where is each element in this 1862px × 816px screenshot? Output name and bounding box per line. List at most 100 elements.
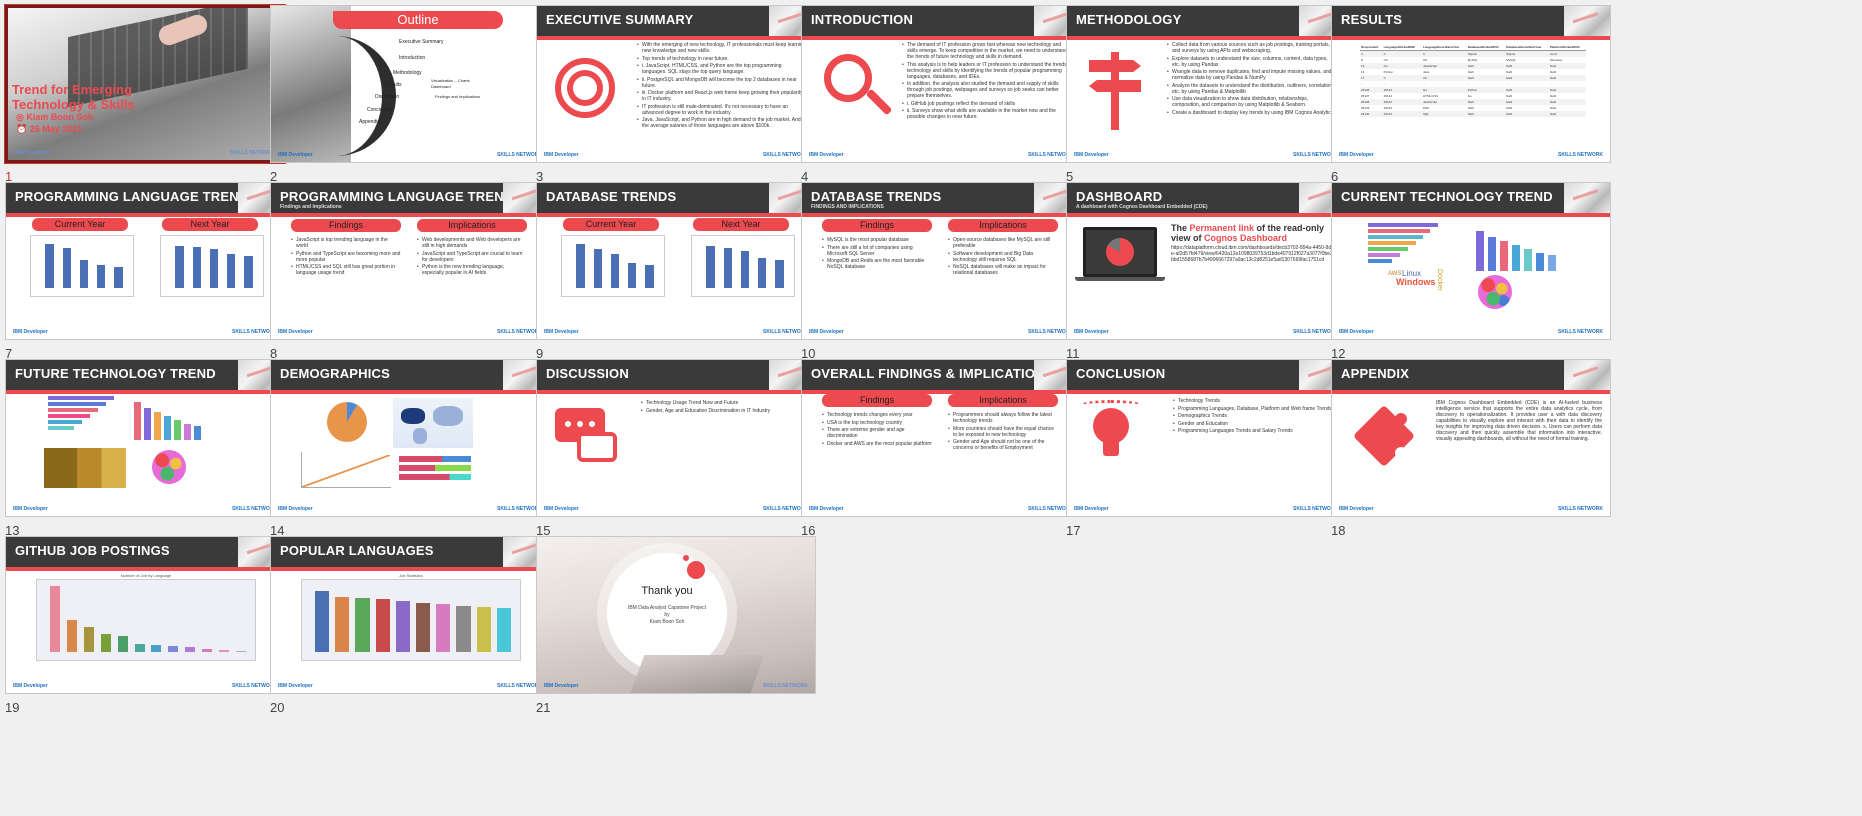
slide-thumbnail-12[interactable]: CURRENT TECHNOLOGY TREND Windows	[1331, 182, 1611, 382]
chart-bar	[496, 607, 511, 652]
slide-dashboard: DASHBOARD A dashboard with Cognos Dashboa…	[1066, 182, 1346, 340]
red-dot-large	[687, 561, 705, 579]
current-year-chart	[30, 235, 134, 297]
slide-database-findings: DATABASE TRENDS FINDINGS AND IMPLICATIONS…	[801, 182, 1081, 340]
dashboard-url-link[interactable]: https://dataplatform.cloud.ibm.com/dashb…	[1171, 245, 1334, 263]
slide-thumbnail-7[interactable]: PROGRAMMING LANGUAGE TRENDS Current Year…	[5, 182, 285, 382]
chart-bar	[416, 603, 431, 652]
table-cell: ...	[1506, 82, 1509, 86]
table-cell: 25142	[1383, 100, 1392, 104]
chart-bar	[218, 650, 229, 652]
thank-you-line-2: by	[664, 612, 670, 618]
skills-logo-text: SKILLS NETWORK	[232, 683, 277, 689]
table-cell: C	[1423, 52, 1426, 56]
next-year-pill: Next Year	[162, 218, 258, 231]
slide-thumbnail-20[interactable]: POPULAR LANGUAGES Job Statistics IBM Dev…	[270, 536, 550, 736]
slide-thumbnail-10[interactable]: DATABASE TRENDS FINDINGS AND IMPLICATIONS…	[801, 182, 1081, 382]
slide-database-trends: DATABASE TRENDS Current Year Next Year I…	[536, 182, 816, 340]
discussion-bullets: Technology Usage Trend Now and FutureGen…	[641, 400, 801, 415]
table-cell: HTML/CSS	[1423, 94, 1439, 98]
slide-overall-findings: OVERALL FINDINGS & IMPLICATIONS Findings…	[801, 359, 1081, 517]
slide-thumbnail-3[interactable]: EXECUTIVE SUMMARY With the emerging of n…	[536, 5, 816, 205]
slide-thumbnail-11[interactable]: DASHBOARD A dashboard with Cognos Dashboa…	[1066, 182, 1346, 382]
thank-you-title: Thank you	[641, 585, 693, 597]
chart-bar	[201, 649, 212, 652]
slide-thumbnail-8[interactable]: PROGRAMMING LANGUAGE TRENDS Findings and …	[270, 182, 550, 382]
chat-bubble-back	[577, 432, 617, 462]
table-cell: NaN	[1506, 88, 1513, 92]
chart-bar	[79, 260, 89, 288]
table-cell: C	[1383, 76, 1386, 80]
slide-popular-languages: POPULAR LANGUAGES Job Statistics IBM Dev…	[270, 536, 550, 694]
slide-number: 16	[801, 523, 816, 538]
slide-number: 11	[1066, 346, 1080, 361]
ibm-logo-text: IBM Developer	[1074, 506, 1109, 512]
chart-bar	[355, 597, 370, 652]
table-row: 25136 25142 Go Python NaN NaN	[1360, 87, 1586, 93]
table-cell: NaN	[1506, 64, 1513, 68]
slide-header: GITHUB JOB POSTINGS	[6, 537, 284, 567]
red-dot-small	[683, 555, 689, 561]
ibm-logo-text: IBM Developer	[1339, 152, 1374, 158]
thank-you-circle	[607, 553, 727, 673]
skills-logo-text: SKILLS NETWORK	[232, 506, 277, 512]
bubble-chart	[1478, 275, 1512, 309]
slide-number: 10	[801, 346, 816, 361]
signpost-arrow-left	[1089, 80, 1141, 92]
table-cell: JavaScript	[1423, 64, 1438, 68]
slide-github-job-postings: GITHUB JOB POSTINGS Number of Job by Lan…	[5, 536, 285, 694]
slide-discussion: DISCUSSION Technology Usage Trend Now an…	[536, 359, 816, 517]
chart-bar	[456, 605, 471, 652]
table-cell: ...	[1361, 82, 1364, 86]
slide-thumbnail-13[interactable]: FUTURE TECHNOLOGY TREND IBM	[5, 359, 285, 559]
slide-thumbnail-1[interactable]: Trend for Emerging Technology & Skills ◎…	[4, 4, 286, 205]
laptop-base	[1075, 277, 1165, 281]
table-cell: NaN	[1506, 112, 1513, 116]
slide-number: 20	[270, 700, 285, 715]
slide-thumbnail-16[interactable]: OVERALL FINDINGS & IMPLICATIONS Findings…	[801, 359, 1081, 559]
slide-thumbnail-14[interactable]: DEMOGRAPHICS IBM Developer SKILLS NETWOR…	[270, 359, 550, 559]
slide-number: 9	[536, 346, 544, 361]
slide-number: 13	[5, 523, 20, 538]
table-cell: ...	[1383, 82, 1387, 86]
slide-thumbnail-2[interactable]: Outline Executive Summary Introduction M…	[270, 5, 550, 205]
slide-thumbnail-18[interactable]: APPENDIX IBM Cognos Dashboard Embedded (…	[1331, 359, 1611, 559]
signpost-arrow-right	[1089, 60, 1141, 72]
chart-bar	[117, 635, 128, 652]
slide-thumbnail-9[interactable]: DATABASE TRENDS Current Year Next Year I…	[536, 182, 816, 382]
ibm-logo-text: IBM Developer	[15, 150, 50, 156]
permanent-link-heading: The Permanent link of the read-only view…	[1171, 223, 1325, 243]
table-cell: 25140	[1361, 112, 1370, 116]
table-cell: NaN	[1506, 100, 1513, 104]
future-tech-columns	[1472, 223, 1588, 271]
appendix-text: IBM Cognos Dashboard Embedded (CDE) is a…	[1436, 400, 1602, 442]
table-cell: MySQL	[1467, 58, 1478, 62]
table-cell: Python	[1467, 88, 1478, 92]
slide-thumbnail-6[interactable]: RESULTS Respondent LanguageWorkedWith Lang…	[1331, 5, 1611, 205]
slide-thumbnail-5[interactable]: METHODOLOGY Collect data from various so…	[1066, 5, 1346, 205]
table-cell: SQLite	[1506, 52, 1516, 56]
outline-item-7: Discussion	[375, 94, 400, 100]
thank-you-line-1: IBM Data Analyst Capstone Project	[627, 605, 707, 611]
slide-thumbnail-4[interactable]: INTRODUCTION The demand of IT profession…	[801, 5, 1081, 205]
ibm-logo-text: IBM Developer	[278, 683, 313, 689]
table-cell: 4	[1361, 52, 1363, 56]
slide-thumbnail-15[interactable]: DISCUSSION Technology Usage Trend Now an…	[536, 359, 816, 559]
chart-bar	[168, 646, 179, 652]
slide-thumbnail-17[interactable]: CONCLUSION Technology TrendsProgramming …	[1066, 359, 1346, 559]
table-cell: C#	[1383, 58, 1388, 62]
table-header: DatabaseWorkedWith	[1466, 44, 1506, 51]
slide-thumbnail-21[interactable]: Thank you IBM Data Analyst Capstone Proj…	[536, 536, 816, 736]
chart-bar	[175, 245, 184, 288]
chart-bar	[134, 644, 145, 652]
chart-bar	[395, 601, 410, 652]
slide-language-findings: PROGRAMMING LANGUAGE TRENDS Findings and …	[270, 182, 550, 340]
table-cell: MySQL	[1506, 58, 1517, 62]
chart-bar	[185, 646, 196, 652]
slide-thumbnail-19[interactable]: GITHUB JOB POSTINGS Number of Job by Lan…	[5, 536, 285, 736]
github-jobs-chart	[36, 579, 256, 661]
clock-icon: ⏰	[16, 124, 30, 134]
chart-bar	[593, 248, 603, 288]
slide-number: 12	[1331, 346, 1346, 361]
